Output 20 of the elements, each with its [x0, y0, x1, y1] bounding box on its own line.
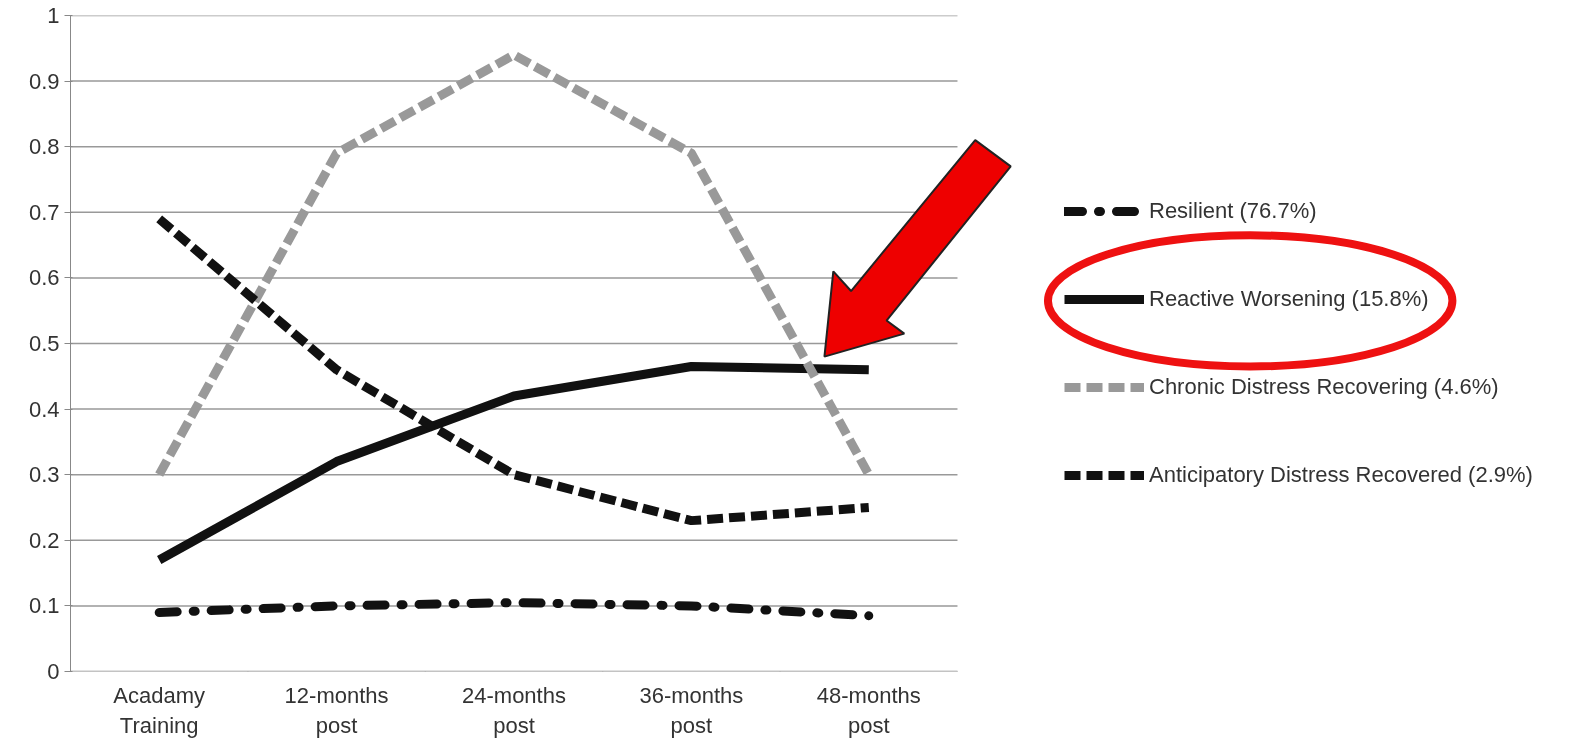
y-tick-label: 0.4	[28, 396, 60, 422]
y-tick-label: 1	[47, 3, 60, 28]
y-tick-label: 0.5	[28, 331, 60, 356]
y-tick-label: 0	[47, 659, 60, 684]
x-tick-label: 36-months post	[639, 682, 744, 738]
x-tick-label: 12-months post	[284, 682, 389, 738]
legend-label: Reactive Worsening (15.8%)	[1149, 286, 1430, 312]
x-tick-label: 24-months post	[462, 682, 566, 738]
x-tick-label: Acadamy Training	[113, 682, 206, 738]
legend-label: Anticipatory Distress Recovered (2.9%)	[1149, 462, 1534, 488]
y-tick-label: 0.2	[28, 527, 60, 553]
y-tick-label: 0.8	[28, 134, 60, 160]
y-tick-label: 0.6	[28, 265, 60, 291]
y-tick-label: 0.7	[28, 199, 60, 225]
legend-label: Resilient (76.7%)	[1149, 198, 1318, 224]
y-tick-label: 0.9	[28, 68, 60, 94]
y-tick-label: 0.3	[28, 462, 60, 488]
legend-label: Chronic Distress Recovering (4.6%)	[1149, 374, 1500, 400]
x-tick-label: 48-months post	[816, 682, 921, 738]
y-tick-label: 0.1	[28, 593, 60, 619]
